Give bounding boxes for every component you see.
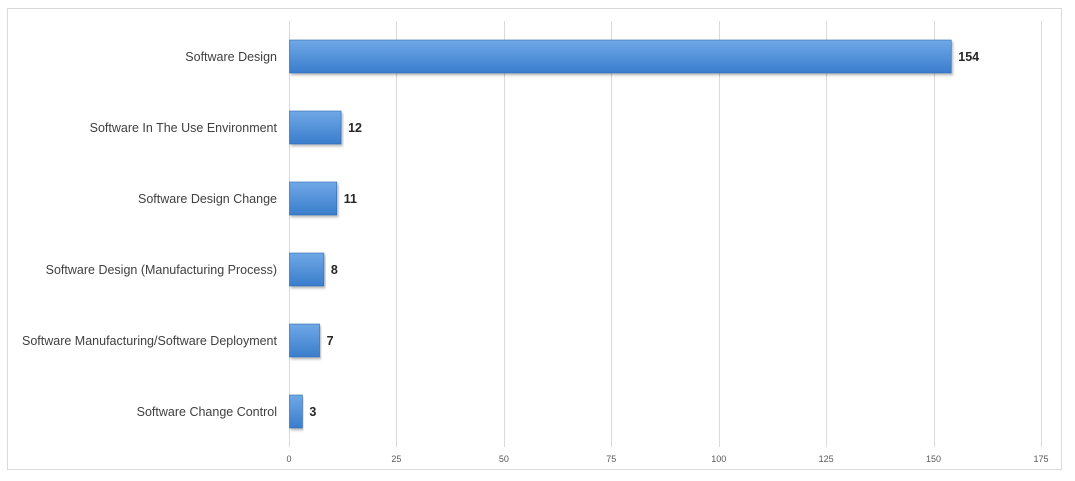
bar	[289, 252, 325, 287]
x-tick-label: 125	[819, 454, 834, 464]
y-axis-category-labels: Software Design Software In The Use Envir…	[22, 50, 278, 419]
x-tick-label: 150	[926, 454, 941, 464]
chart-frame: 0 25 50 75 100 125 150 175 Software Design Softw…	[7, 8, 1062, 470]
bar-chart: 0 25 50 75 100 125 150 175 Software DesignSoftw…	[22, 21, 1049, 464]
bars	[289, 39, 952, 429]
x-axis-tick-labels: 0 25 50 75 100 125 150 175	[286, 454, 1048, 464]
data-label: 7	[327, 334, 334, 348]
x-tick-label: 100	[711, 454, 726, 464]
category-label: Software Design Change	[138, 192, 277, 206]
data-label: 3	[309, 405, 316, 419]
bar	[289, 394, 303, 429]
x-tick-label: 75	[606, 454, 616, 464]
bar	[289, 39, 952, 74]
bar	[289, 110, 342, 145]
data-label: 12	[348, 121, 362, 135]
gridlines	[289, 21, 1042, 447]
data-label: 11	[344, 192, 357, 206]
x-tick-label: 25	[391, 454, 401, 464]
x-tick-label: 175	[1033, 454, 1048, 464]
data-label: 8	[331, 263, 338, 277]
data-labels: 154 12 11 8 7 3	[309, 50, 979, 419]
x-tick-label: 0	[286, 454, 291, 464]
data-label: 154	[958, 50, 979, 64]
category-label: Software Manufacturing/Software Deployme…	[22, 334, 278, 348]
x-tick-label: 50	[499, 454, 509, 464]
category-label: Software Design	[185, 50, 277, 64]
bar	[289, 181, 338, 216]
category-label: Software Design (Manufacturing Process)	[46, 263, 277, 277]
category-label: Software In The Use Environment	[90, 121, 278, 135]
category-label: Software Change Control	[137, 405, 277, 419]
bar	[289, 323, 320, 358]
